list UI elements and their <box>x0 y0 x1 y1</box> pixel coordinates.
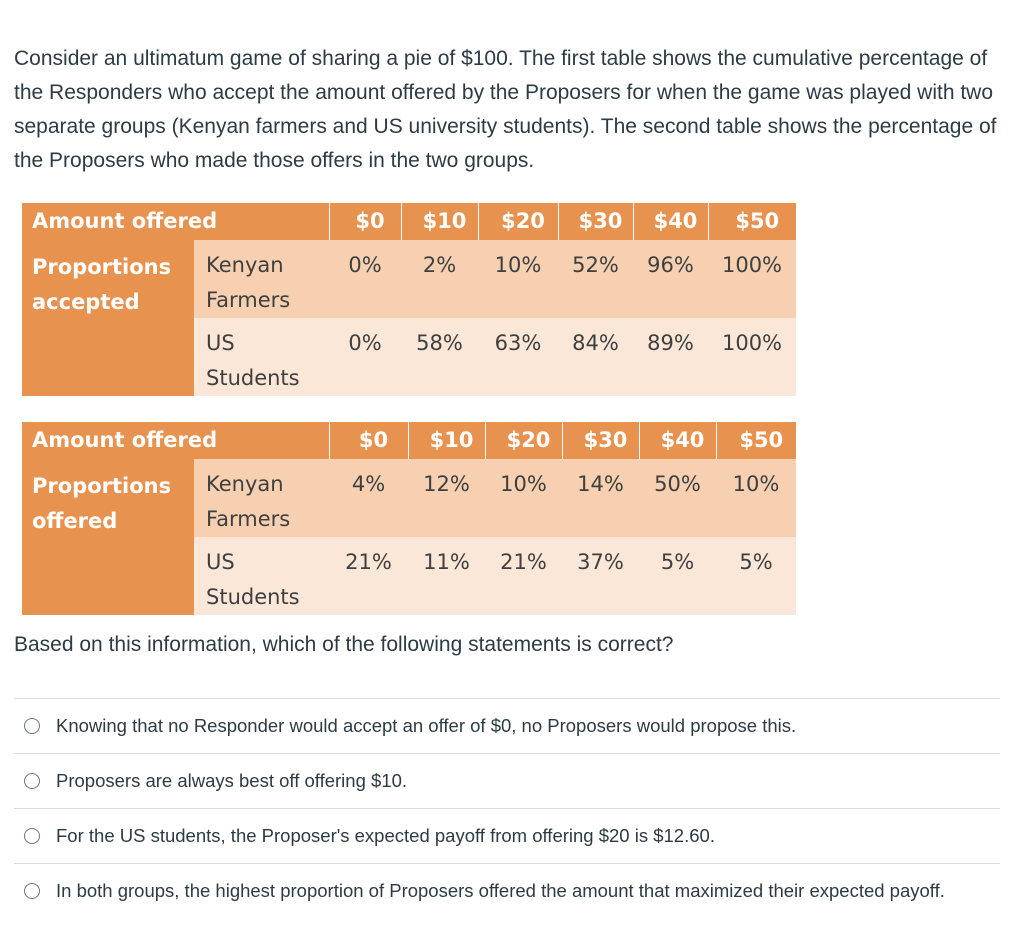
question-prompt: Based on this information, which of the … <box>14 633 674 656</box>
radio-button[interactable] <box>24 773 40 789</box>
amount-header: $50 <box>707 203 796 240</box>
table-cell: 21% <box>485 537 562 615</box>
amount-header: $20 <box>484 422 562 459</box>
radio-button[interactable] <box>24 718 40 734</box>
acceptance-table: Amount offered $0 $10 $20 $30 $40 $50 Pr… <box>22 203 796 396</box>
table-cell: 50% <box>639 459 716 537</box>
table-cell: 0% <box>329 240 401 318</box>
answer-label: In both groups, the highest proportion o… <box>56 880 945 901</box>
question-text: Consider an ultimatum game of sharing a … <box>14 47 997 172</box>
table-cell: 5% <box>716 537 796 615</box>
amount-header: $0 <box>328 422 408 459</box>
table-cell: 37% <box>562 537 639 615</box>
radio-button[interactable] <box>24 883 40 899</box>
table-cell: 100% <box>708 318 796 396</box>
table-cell: 89% <box>633 318 708 396</box>
amount-offered-header: Amount offered <box>22 203 329 240</box>
row-label-proportions-accepted: Proportions accepted <box>22 240 194 396</box>
group-label: Kenyan Farmers <box>194 459 329 537</box>
radio-button[interactable] <box>24 828 40 844</box>
answer-option-4[interactable]: In both groups, the highest proportion o… <box>14 863 1000 918</box>
table-cell: 10% <box>478 240 558 318</box>
table-cell: 52% <box>558 240 633 318</box>
table-cell: 10% <box>716 459 796 537</box>
table-cell: 10% <box>485 459 562 537</box>
amount-offered-header: Amount offered <box>22 422 329 459</box>
table-cell: 21% <box>329 537 408 615</box>
amount-header: $10 <box>400 203 478 240</box>
amount-header: $30 <box>561 422 639 459</box>
answer-option-3[interactable]: For the US students, the Proposer's expe… <box>14 808 1000 863</box>
offers-table: Amount offered $0 $10 $20 $30 $40 $50 Pr… <box>22 422 796 615</box>
amount-header: $50 <box>715 422 796 459</box>
amount-header: $0 <box>328 203 401 240</box>
amount-header: $10 <box>407 422 485 459</box>
answer-label: Proposers are always best off offering $… <box>56 770 408 791</box>
answer-list: Knowing that no Responder would accept a… <box>14 698 1000 918</box>
table-cell: 11% <box>408 537 485 615</box>
table-cell: 58% <box>401 318 478 396</box>
group-label: Kenyan Farmers <box>194 240 329 318</box>
amount-header: $30 <box>557 203 633 240</box>
group-label: US Students <box>194 318 329 396</box>
table-cell: 2% <box>401 240 478 318</box>
answer-label: Knowing that no Responder would accept a… <box>56 715 797 736</box>
table-cell: 5% <box>639 537 716 615</box>
group-label: US Students <box>194 537 329 615</box>
table-cell: 63% <box>478 318 558 396</box>
answer-option-2[interactable]: Proposers are always best off offering $… <box>14 753 1000 808</box>
table-cell: 96% <box>633 240 708 318</box>
table-cell: 12% <box>408 459 485 537</box>
row-label-proportions-offered: Proportions offered <box>22 459 194 615</box>
answer-label: For the US students, the Proposer's expe… <box>56 825 715 846</box>
table-cell: 84% <box>558 318 633 396</box>
answer-option-1[interactable]: Knowing that no Responder would accept a… <box>14 698 1000 753</box>
table-cell: 4% <box>329 459 408 537</box>
table-cell: 14% <box>562 459 639 537</box>
table-cell: 100% <box>708 240 796 318</box>
amount-header: $40 <box>638 422 716 459</box>
table-cell: 0% <box>329 318 401 396</box>
amount-header: $20 <box>477 203 558 240</box>
amount-header: $40 <box>632 203 708 240</box>
